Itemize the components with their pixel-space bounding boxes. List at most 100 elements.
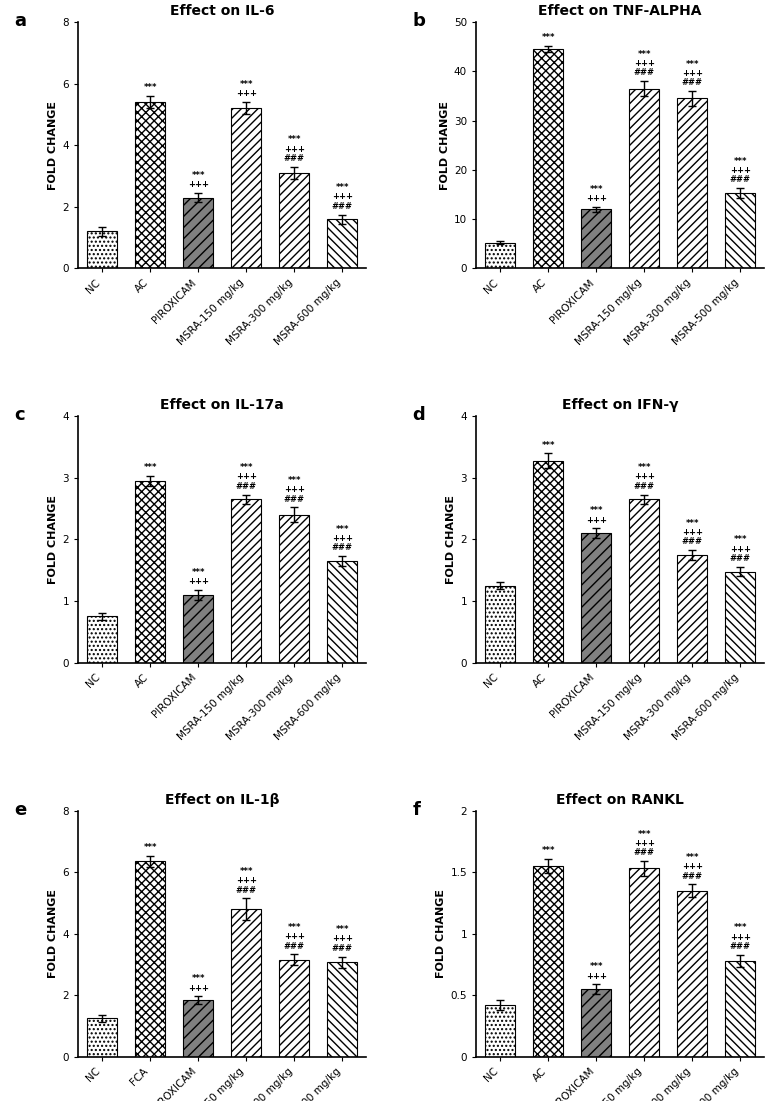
Bar [534,866,563,1057]
Text: ###: ### [682,78,703,87]
Text: ###: ### [730,942,751,951]
Text: +++: +++ [633,472,654,481]
Y-axis label: FOLD CHANGE: FOLD CHANGE [440,100,450,189]
Bar [629,500,659,663]
Text: ***: *** [288,476,301,486]
Text: ###: ### [633,68,654,77]
Bar [485,586,515,663]
Text: ***: *** [734,535,747,544]
Text: ***: *** [335,925,349,934]
Text: +++: +++ [332,193,353,201]
Text: ***: *** [239,866,253,876]
Text: +++: +++ [730,166,751,175]
Text: +++: +++ [332,935,353,944]
Text: ***: *** [191,171,205,179]
Text: +++: +++ [682,527,703,537]
Bar [629,88,659,269]
Text: a: a [15,12,27,30]
Text: +++: +++ [188,983,209,993]
Text: ###: ### [682,537,703,546]
Bar [677,98,707,269]
Text: +++: +++ [730,933,751,941]
Text: +++: +++ [284,486,305,494]
Text: ###: ### [332,201,353,210]
Text: +++: +++ [188,577,209,587]
Bar [725,961,755,1057]
Bar [534,50,563,269]
Text: ***: *** [335,525,349,534]
Text: ***: *** [191,568,205,577]
Text: ###: ### [236,885,257,895]
Text: ***: *** [686,853,699,862]
Text: +++: +++ [236,876,257,885]
Text: ***: *** [637,464,651,472]
Text: ***: *** [734,156,747,165]
Text: +++: +++ [633,839,654,848]
Text: ###: ### [284,154,305,163]
Text: ###: ### [284,941,305,950]
Text: +++: +++ [682,69,703,78]
Text: d: d [413,406,425,424]
Bar [725,571,755,663]
Text: +++: +++ [332,534,353,543]
Text: ###: ### [730,175,751,184]
Text: ***: *** [590,962,603,971]
Bar [135,481,165,663]
Text: ***: *** [288,923,301,931]
Text: ###: ### [633,849,654,858]
Text: ***: *** [541,846,555,854]
Text: e: e [15,800,27,819]
Y-axis label: FOLD CHANGE: FOLD CHANGE [48,495,58,584]
Text: ***: *** [541,33,555,43]
Text: +++: +++ [188,181,209,189]
Text: ***: *** [590,185,603,194]
Text: ###: ### [236,482,257,491]
Y-axis label: FOLD CHANGE: FOLD CHANGE [48,100,58,189]
Text: ***: *** [239,80,253,89]
Bar [232,909,261,1057]
Text: b: b [413,12,425,30]
Bar [629,869,659,1057]
Text: +++: +++ [236,472,257,481]
Text: ***: *** [191,974,205,983]
Title: Effect on IFN-γ: Effect on IFN-γ [562,399,679,413]
Text: ***: *** [686,59,699,68]
Text: ***: *** [144,843,157,852]
Text: ***: *** [637,830,651,839]
Text: ###: ### [332,944,353,952]
Bar [87,1018,117,1057]
Text: +++: +++ [682,862,703,871]
Bar [279,960,309,1057]
Bar [534,460,563,663]
Title: Effect on IL-1β: Effect on IL-1β [165,793,279,807]
Text: ###: ### [284,494,305,504]
Bar [581,209,611,269]
Text: +++: +++ [284,144,305,154]
Bar [677,891,707,1057]
Text: ***: *** [637,50,651,58]
Text: ***: *** [144,84,157,92]
Text: ***: *** [144,464,157,472]
Text: +++: +++ [730,545,751,554]
Text: ***: *** [239,464,253,472]
Bar [183,595,213,663]
Title: Effect on IL-17a: Effect on IL-17a [161,399,284,413]
Bar [328,219,357,269]
Bar [135,102,165,269]
Title: Effect on RANKL: Effect on RANKL [556,793,684,807]
Text: ###: ### [730,554,751,563]
Text: ***: *** [288,135,301,144]
Text: +++: +++ [586,971,607,981]
Title: Effect on TNF-ALPHA: Effect on TNF-ALPHA [538,4,702,18]
Text: ***: *** [335,183,349,192]
Text: ***: *** [686,519,699,527]
Text: +++: +++ [633,59,654,68]
Bar [328,962,357,1057]
Text: +++: +++ [586,194,607,203]
Text: ###: ### [682,872,703,881]
Text: ***: *** [590,506,603,515]
Text: ###: ### [633,482,654,491]
Text: +++: +++ [236,89,257,98]
Title: Effect on IL-6: Effect on IL-6 [170,4,275,18]
Text: c: c [15,406,25,424]
